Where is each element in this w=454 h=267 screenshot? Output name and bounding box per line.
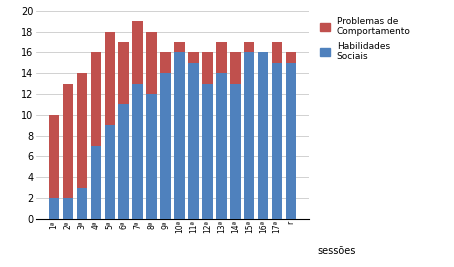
Bar [244,42,255,52]
Bar [286,52,296,63]
Bar [174,42,185,52]
Bar [272,63,282,219]
Bar [272,42,282,63]
Bar [188,52,199,219]
Bar [244,52,255,219]
Bar [77,188,87,219]
Bar [90,52,101,146]
Bar [202,52,212,84]
Bar [188,52,199,63]
Bar [63,84,73,198]
Bar [230,84,241,219]
Bar [286,63,296,219]
Bar [49,198,59,219]
Legend: Problemas de
Comportamento, Habilidades
Sociais: Problemas de Comportamento, Habilidades … [319,15,412,63]
Bar [174,52,185,219]
Bar [133,21,143,84]
Bar [160,52,171,73]
Text: sessões: sessões [318,246,356,256]
Bar [90,146,101,219]
Bar [77,73,87,188]
Bar [49,115,59,198]
Bar [216,73,227,219]
Bar [258,52,268,219]
Bar [133,84,143,219]
Bar [104,32,115,125]
Bar [146,94,157,219]
Bar [160,73,171,219]
Bar [118,104,129,219]
Bar [230,52,241,84]
Bar [104,125,115,219]
Bar [216,42,227,73]
Bar [146,32,157,94]
Bar [202,84,212,219]
Bar [118,42,129,104]
Bar [63,198,73,219]
